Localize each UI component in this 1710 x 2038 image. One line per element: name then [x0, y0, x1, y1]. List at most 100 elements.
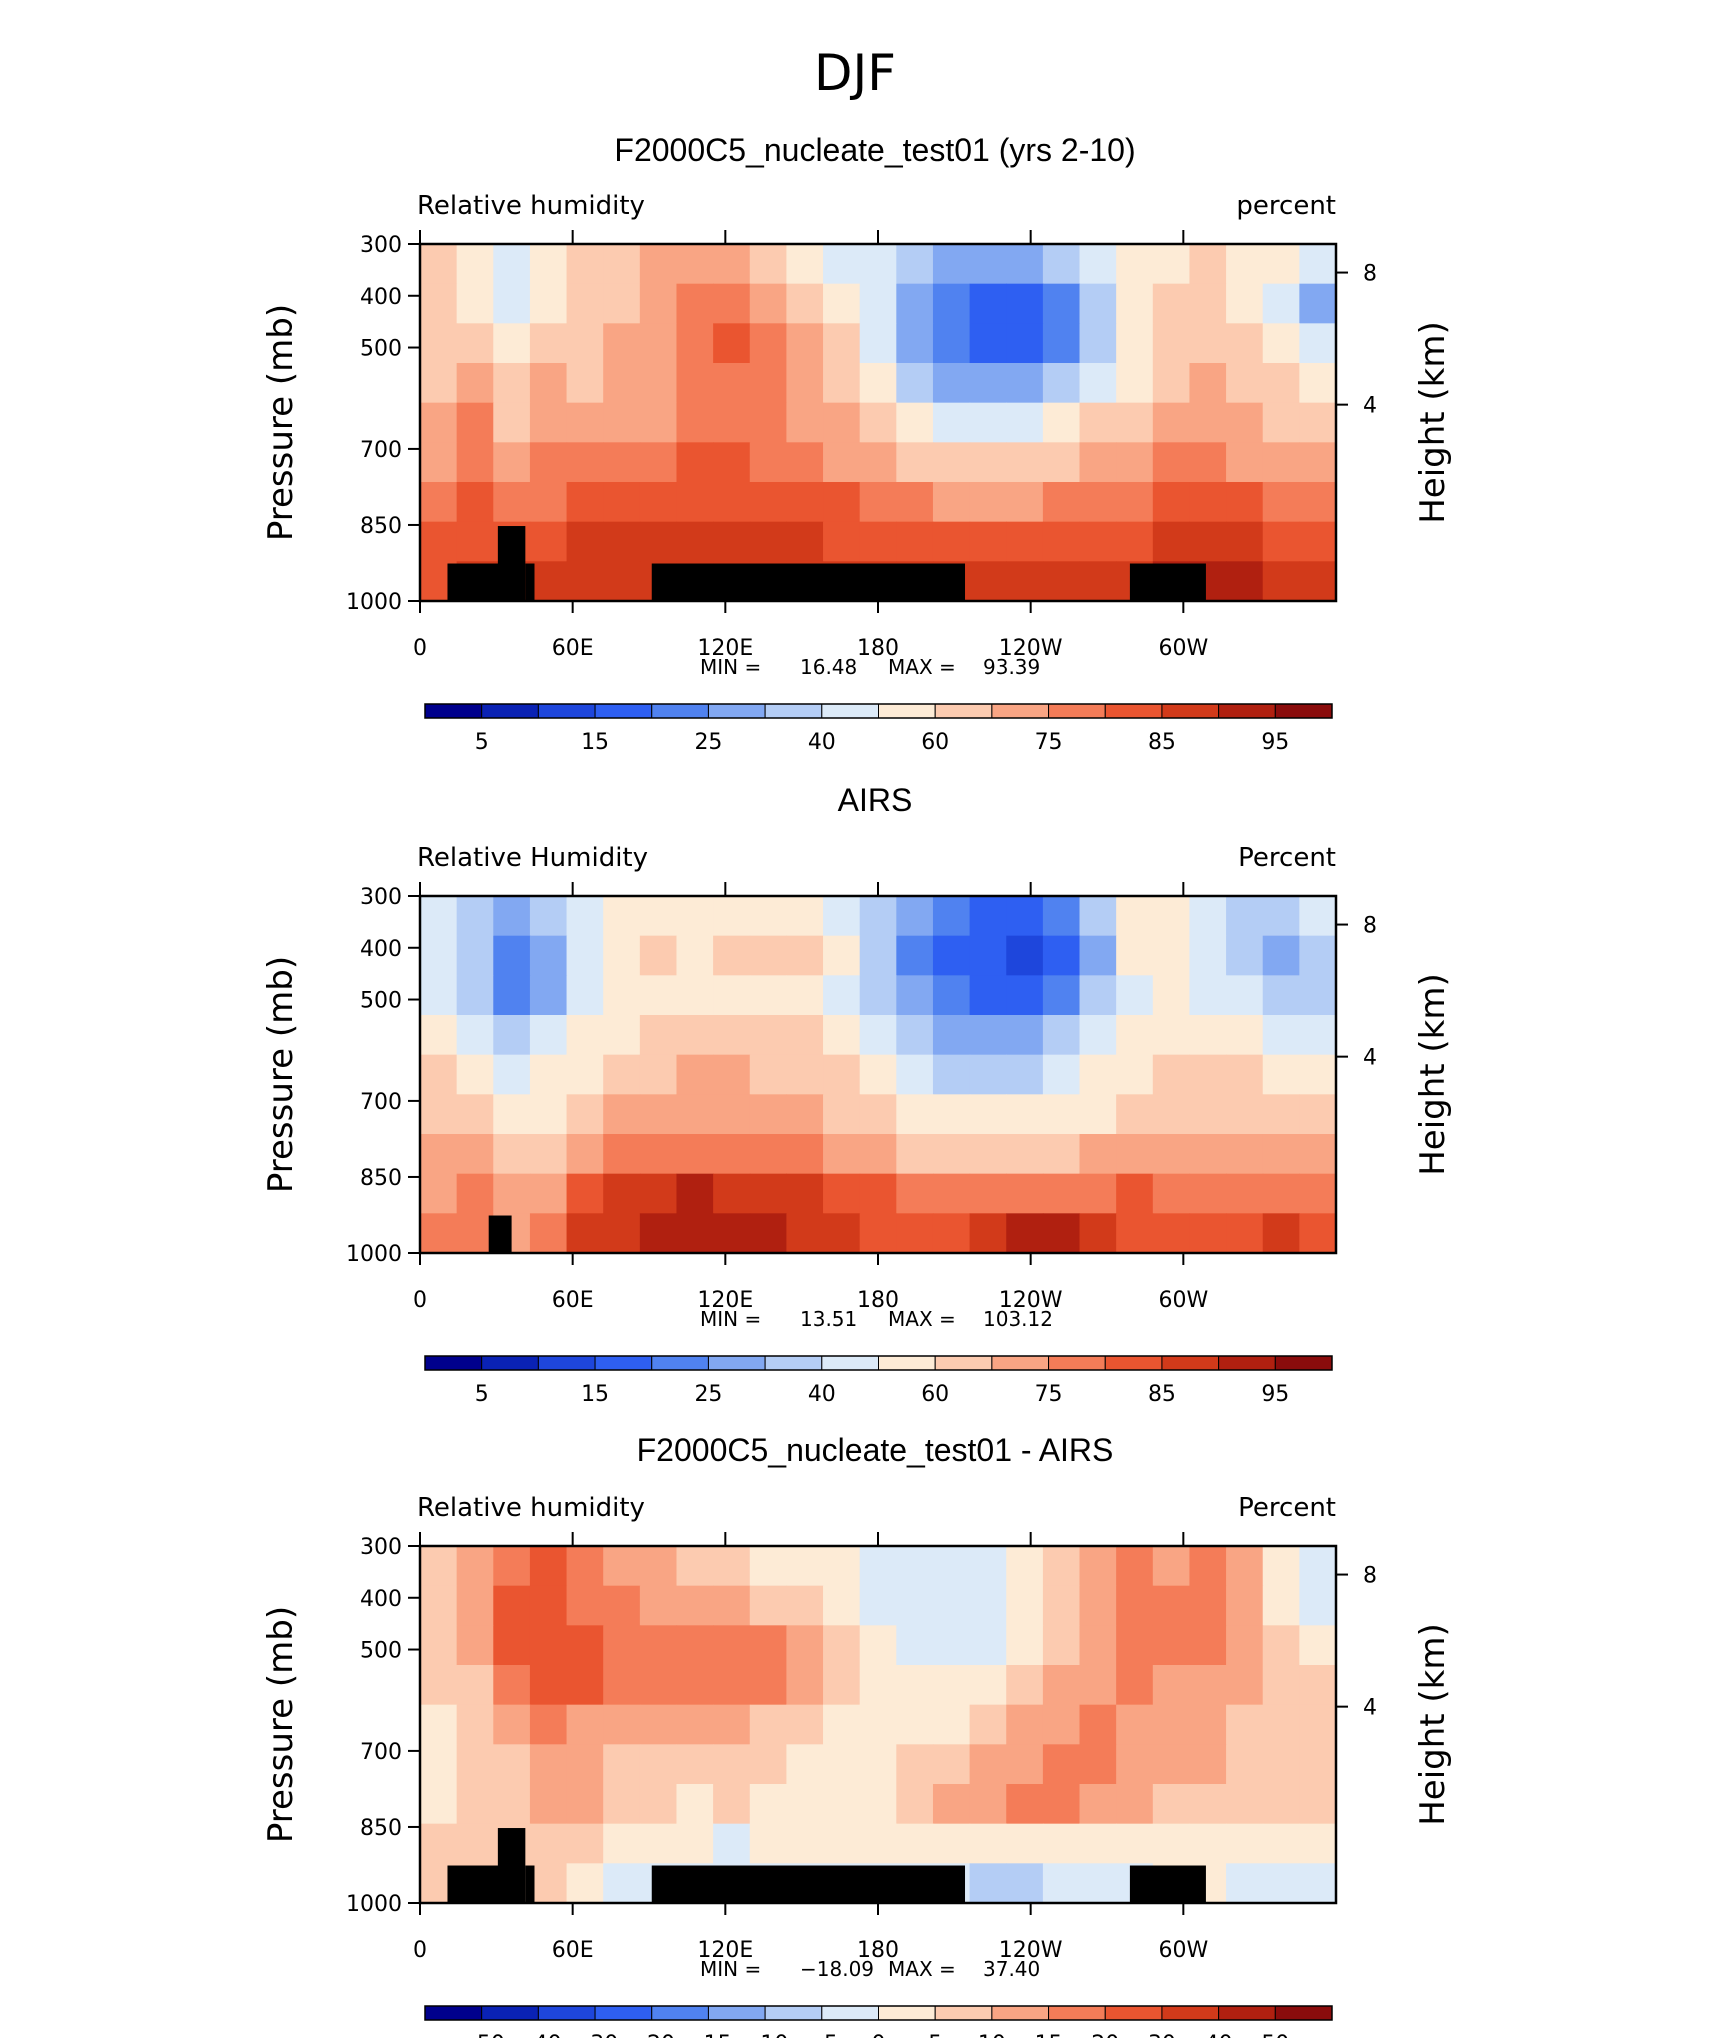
field-cell [1079, 1213, 1117, 1253]
field-cell [603, 482, 641, 523]
field-cell [713, 1173, 751, 1214]
field-cell [676, 1665, 714, 1706]
topography-block [651, 1865, 966, 1904]
field-cell [969, 1585, 1007, 1626]
field-cell [1299, 1744, 1336, 1785]
field-cell [1262, 482, 1300, 523]
field-cell [859, 975, 897, 1016]
x-tick-label: 180 [857, 636, 899, 661]
field-cell [1226, 1665, 1264, 1706]
field-cell [713, 521, 751, 562]
field-cell [566, 1625, 604, 1666]
field-cell [713, 1054, 751, 1095]
field-cell [969, 244, 1007, 285]
field-cell [1299, 1546, 1336, 1587]
field-cell [1299, 323, 1336, 364]
field-cell [1262, 442, 1300, 483]
y-tick-label: 300 [360, 233, 402, 258]
field-cell [1299, 1213, 1336, 1253]
field-cell [676, 935, 714, 976]
colorbar-frame [424, 703, 1333, 719]
field-cell [1006, 1823, 1044, 1864]
field-cell [529, 244, 568, 285]
field-1 [420, 244, 1336, 601]
field-cell [713, 1704, 751, 1745]
field-cell [1262, 1744, 1300, 1785]
field-cell [1262, 323, 1300, 364]
field-cell [639, 1823, 678, 1864]
field-cell [420, 1546, 458, 1587]
field-cell [823, 1665, 861, 1706]
field-cell [932, 1823, 971, 1864]
field-cell [1116, 521, 1154, 562]
field-cell [1189, 1704, 1227, 1745]
field-cell [749, 896, 787, 937]
field-cell [1152, 363, 1191, 404]
field-cell [786, 1823, 824, 1864]
field-cell [1079, 482, 1117, 523]
field-cell [529, 1665, 568, 1706]
field-cell [969, 363, 1007, 404]
colorbar-swatch [1218, 2005, 1276, 2021]
field-cell [859, 1054, 897, 1095]
field-cell [456, 244, 494, 285]
field-cell [1226, 1585, 1264, 1626]
field-cell [566, 1665, 604, 1706]
colorbar-label: −5 [806, 2032, 838, 2038]
field-cell [859, 1173, 897, 1214]
panel-2-title: AIRS [837, 782, 913, 818]
field-cell [786, 896, 824, 937]
field-cell [603, 935, 641, 976]
field-cell [896, 283, 934, 324]
field-cell [859, 1015, 897, 1056]
field-cell [1079, 1625, 1117, 1666]
colorbar-swatch [707, 2005, 766, 2021]
field-cell [603, 1134, 641, 1175]
field-cell [1226, 244, 1264, 285]
field-cell [1152, 1823, 1191, 1864]
field-cell [1079, 1784, 1117, 1825]
field-cell [932, 244, 971, 285]
y-tick-label: 500 [360, 989, 402, 1014]
x-tick-label: 60W [1158, 1288, 1208, 1313]
colorbar-label: 85 [1148, 730, 1176, 755]
field-cell [1042, 442, 1081, 483]
field-cell [1189, 1585, 1227, 1626]
field-cell [676, 1015, 714, 1056]
field-cell [786, 1704, 824, 1745]
field-cell [566, 935, 604, 976]
field-cell [1006, 1863, 1044, 1903]
field-cell [1079, 323, 1117, 364]
field-cell [749, 1704, 787, 1745]
field-cell [713, 363, 751, 404]
colorbar-label: −50 [458, 2032, 504, 2038]
field-cell [932, 1704, 971, 1745]
field-cell [786, 363, 824, 404]
field-cell [1152, 1665, 1191, 1706]
y-right-tick-label: 8 [1363, 914, 1377, 939]
field-cell [713, 1823, 751, 1864]
field-cell [1189, 363, 1227, 404]
colorbar-label: 50 [1261, 2032, 1289, 2038]
field-cell [1189, 1054, 1227, 1095]
field-cell [932, 975, 971, 1016]
field-cell [896, 402, 934, 443]
field-cell [896, 1625, 934, 1666]
field-cell [1079, 1094, 1117, 1135]
field-cell [1042, 1625, 1081, 1666]
field-cell [493, 1134, 531, 1175]
field-cell [603, 521, 641, 562]
field-cell [823, 442, 861, 483]
field-cell [1116, 1213, 1154, 1253]
field-cell [1262, 975, 1300, 1016]
field-cell [969, 896, 1007, 937]
y-tick-label: 300 [360, 1535, 402, 1560]
field-cell [420, 1744, 458, 1785]
field-cell [969, 283, 1007, 324]
field-cell [1116, 1546, 1154, 1587]
colorbar-label: −40 [515, 2032, 561, 2038]
field-cell [969, 402, 1007, 443]
field-cell [969, 975, 1007, 1016]
field-cell [566, 1213, 604, 1253]
field-cell [639, 975, 678, 1016]
